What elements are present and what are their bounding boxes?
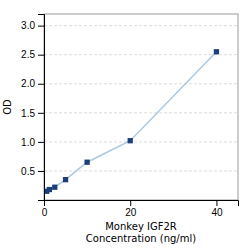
grid-line: [44, 25, 238, 26]
tick: 3.0: [21, 20, 44, 31]
plot: 0 20 40 0.5 1.0 1.5 2.0 2.5 3.0: [21, 14, 238, 218]
tick: 2.5: [21, 49, 44, 60]
marker: [63, 177, 68, 182]
y-axis-title: OD: [2, 99, 13, 115]
marker: [128, 138, 133, 143]
marker: [214, 49, 219, 54]
tick-label: 2.0: [21, 78, 35, 89]
tick-label: 20: [125, 207, 137, 218]
tick: 20: [125, 200, 137, 218]
tick-mark: [38, 26, 44, 27]
x-axis-title-line: Concentration (ng/ml): [86, 233, 196, 244]
marker: [52, 185, 57, 190]
axis-line: [45, 201, 239, 207]
grid-line: [44, 54, 238, 55]
grid-line: [44, 170, 238, 171]
marks: [44, 49, 219, 194]
tick: 2.0: [21, 78, 44, 89]
grid-line: [44, 141, 238, 142]
chart: 0 20 40 0.5 1.0 1.5 2.0 2.5 3.0 Monkey IGF2RConce…: [0, 0, 250, 250]
x-axis-title-line: Monkey IGF2R: [105, 221, 177, 232]
tick: 0.5: [21, 166, 44, 177]
tick-label: 3.0: [21, 20, 35, 31]
tick-mark: [38, 171, 44, 172]
grid-line: [44, 112, 238, 113]
x-axis-title: Monkey IGF2RConcentration (ng/ml): [86, 221, 196, 244]
tick: 1.5: [21, 108, 44, 119]
marker: [47, 187, 52, 192]
tick-mark: [216, 200, 217, 206]
plot-frame: [44, 14, 238, 200]
grid-line: [44, 83, 238, 84]
tick-label: 0: [42, 207, 48, 218]
tick-mark: [130, 200, 131, 206]
tick-label: 2.5: [21, 49, 35, 60]
tick: 0: [42, 200, 48, 218]
tick-label: 1.0: [21, 137, 35, 148]
marker: [84, 160, 89, 165]
tick: 1.0: [21, 137, 44, 148]
tick-label: 0.5: [21, 166, 35, 177]
axis-line: [38, 15, 45, 201]
tick-label: 1.5: [21, 108, 35, 119]
tick-mark: [38, 55, 44, 56]
grid: [44, 26, 238, 171]
x-axis: 0 20 40: [42, 200, 239, 218]
y-axis: 0.5 1.0 1.5 2.0 2.5 3.0: [21, 15, 44, 201]
tick-mark: [38, 84, 44, 85]
tick-mark: [38, 142, 44, 143]
tick-mark: [38, 113, 44, 114]
tick: 40: [211, 200, 223, 218]
tick-label: 40: [211, 207, 223, 218]
line: [44, 52, 216, 193]
